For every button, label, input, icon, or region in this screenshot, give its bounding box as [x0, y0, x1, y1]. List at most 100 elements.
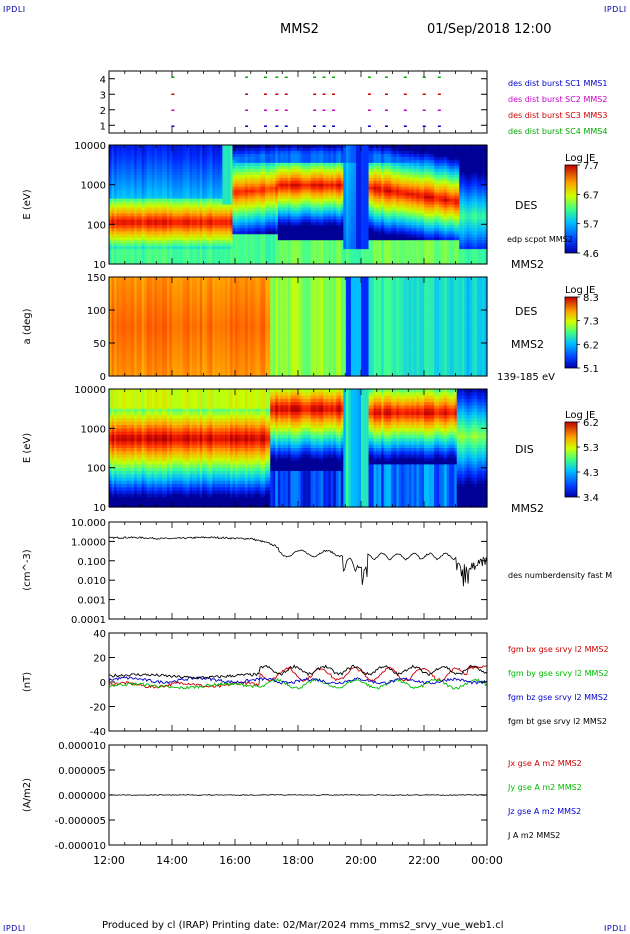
spectrogram-cell [172, 192, 176, 197]
spectrogram-cell [151, 177, 155, 182]
spectrogram-cell [156, 222, 160, 226]
spectrogram-cell [229, 228, 234, 232]
spectrogram-cell [187, 198, 191, 203]
spectrogram-cell [164, 261, 168, 265]
spectrogram-cell [164, 168, 168, 173]
spectrogram-cell [161, 258, 166, 262]
spectrogram-cell [197, 168, 201, 173]
spectrogram-cell [131, 249, 135, 253]
spectrogram-cell [224, 183, 229, 188]
spectrogram-cell [187, 192, 191, 197]
spectrogram-cell [141, 156, 145, 161]
spectrogram-cell [214, 243, 218, 247]
spectrogram-cell [217, 258, 221, 262]
spectrogram-cell [121, 240, 125, 244]
spectrogram-cell [124, 189, 128, 194]
spectrogram-cell [209, 228, 213, 232]
spectrogram-cell [189, 150, 193, 155]
spectrogram-cell [139, 147, 143, 152]
spectrogram-cell [232, 219, 236, 223]
spectrogram-cell [227, 180, 231, 185]
spectrogram-cell [182, 186, 186, 191]
spectrogram-cell [159, 249, 163, 253]
spectrogram-cell [192, 165, 196, 170]
spectrogram-cell [134, 225, 138, 229]
spectrogram-cell [204, 240, 208, 244]
spectrogram-cell [111, 255, 115, 259]
spectrogram-cell [126, 243, 130, 247]
spectrogram-cell [151, 207, 155, 212]
spectrogram-cell [219, 243, 223, 247]
spectrogram-cell [224, 216, 229, 220]
spectrogram-cell [212, 213, 216, 218]
spectrogram-cell [229, 186, 234, 191]
spectrogram-cell [159, 183, 163, 188]
spectrogram-cell [177, 150, 181, 155]
spectrogram-cell [109, 243, 113, 247]
spectrogram-cell [227, 234, 231, 238]
spectrogram-cell [227, 198, 231, 203]
spectrogram-cell [184, 243, 188, 247]
spectrogram-cell [179, 180, 183, 185]
spectrogram-cell [159, 237, 163, 241]
spectrogram-cell [149, 237, 153, 241]
spectrogram-cell [131, 234, 135, 238]
spectrogram-cell [109, 207, 113, 212]
spectrogram-cell [126, 147, 130, 152]
spectrogram-cell [240, 171, 244, 176]
spectrogram-cell [227, 147, 231, 152]
spectrogram-cell [184, 234, 188, 238]
spectrogram-cell [116, 159, 120, 164]
spectrogram-cell [149, 177, 153, 182]
spectrogram-cell [124, 228, 128, 232]
spectrogram-cell [144, 207, 148, 212]
spectrogram-cell [207, 192, 211, 197]
spectrogram-cell [109, 216, 113, 220]
spectrogram-cell [207, 147, 211, 152]
spectrogram-cell [179, 249, 183, 253]
spectrogram-cell [184, 219, 188, 223]
spectrogram-cell [124, 198, 128, 203]
spectrogram-cell [184, 204, 188, 209]
spectrogram-cell [156, 186, 160, 191]
spectrogram-cell [184, 156, 188, 161]
spectrogram-cell [124, 246, 128, 250]
spectrogram-cell [134, 210, 138, 215]
spectrogram-cell [172, 216, 176, 220]
spectrogram-cell [161, 240, 166, 244]
spectrogram-cell [217, 222, 221, 226]
spectrogram-cell [111, 228, 115, 232]
spectrogram-cell [232, 174, 236, 179]
spectrogram-cell [240, 168, 244, 173]
spectrogram-cell [194, 228, 198, 232]
spectrogram-cell [146, 150, 150, 155]
spectrogram-cell [182, 150, 186, 155]
spectrogram-cell [166, 213, 171, 218]
spectrogram-cell [174, 231, 178, 235]
spectrogram-cell [237, 186, 241, 191]
spectrogram-cell [169, 198, 173, 203]
spectrogram-cell [139, 243, 143, 247]
spectrogram-cell [212, 219, 216, 223]
spectrogram-cell [184, 165, 188, 170]
spectrogram-cell [149, 228, 153, 232]
spectrogram-cell [116, 180, 120, 185]
spectrogram-cell [126, 174, 130, 179]
spectrogram-cell [151, 150, 155, 155]
spectrogram-cell [194, 258, 198, 262]
spectrogram-cell [232, 168, 236, 173]
spectrogram-cell [156, 258, 160, 262]
spectrogram-cell [209, 177, 213, 182]
spectrogram-cell [114, 255, 118, 259]
spectrogram-cell [207, 201, 211, 206]
spectrogram-cell [207, 234, 211, 238]
spectrogram-cell [129, 222, 133, 226]
spectrogram-cell [182, 201, 186, 206]
spectrogram-cell [182, 162, 186, 167]
spectrogram-cell [184, 249, 188, 253]
spectrogram-cell [222, 204, 226, 209]
spectrogram-cell [121, 195, 125, 200]
spectrogram-cell [141, 150, 145, 155]
spectrogram-cell [224, 249, 229, 253]
